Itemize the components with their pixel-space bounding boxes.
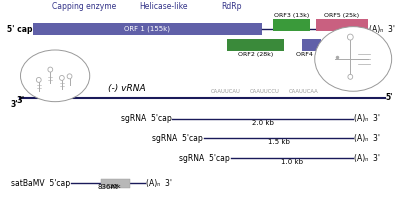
- Text: ORF2 (28k): ORF2 (28k): [238, 52, 273, 57]
- Text: CAAUUCCU: CAAUUCCU: [250, 89, 280, 94]
- Text: 5': 5': [386, 93, 393, 102]
- Ellipse shape: [315, 27, 392, 91]
- Ellipse shape: [20, 50, 90, 102]
- Circle shape: [67, 74, 72, 79]
- Text: 1.0 kb: 1.0 kb: [281, 159, 303, 165]
- Text: ORF 1 (155k): ORF 1 (155k): [124, 26, 170, 32]
- Text: 3': 3': [17, 96, 25, 105]
- Text: (A)ₙ  3': (A)ₙ 3': [354, 114, 380, 123]
- Text: (A)ₙ  3': (A)ₙ 3': [368, 25, 394, 34]
- Text: ORF4 (6k): ORF4 (6k): [296, 52, 328, 57]
- Text: sgRNA  5'cap: sgRNA 5'cap: [121, 114, 172, 123]
- Text: CAAUUCAA: CAAUUCAA: [288, 89, 318, 94]
- Bar: [101, 179, 130, 188]
- Text: (A)ₙ  3': (A)ₙ 3': [354, 154, 380, 163]
- Text: (A)ₙ  3': (A)ₙ 3': [354, 134, 380, 143]
- Text: (-) vRNA: (-) vRNA: [108, 84, 146, 93]
- Bar: [316, 19, 368, 31]
- Circle shape: [36, 77, 41, 82]
- Text: RdRp: RdRp: [221, 2, 241, 11]
- Circle shape: [60, 76, 64, 80]
- Bar: [302, 39, 322, 51]
- Bar: [227, 39, 284, 51]
- Circle shape: [48, 67, 53, 72]
- Text: sgRNA  5'cap: sgRNA 5'cap: [179, 154, 230, 163]
- Text: Capping enzyme: Capping enzyme: [52, 2, 116, 11]
- Text: sgRNA  5'cap: sgRNA 5'cap: [152, 134, 203, 143]
- Text: 836nt: 836nt: [98, 184, 118, 190]
- Text: 2.0 kb: 2.0 kb: [252, 120, 274, 126]
- Text: 1.5 kb: 1.5 kb: [268, 139, 290, 145]
- Circle shape: [348, 34, 353, 40]
- Text: CAAUUCAU: CAAUUCAU: [210, 89, 240, 94]
- Text: 5' cap: 5' cap: [6, 25, 32, 34]
- Text: 20k: 20k: [110, 184, 122, 189]
- Bar: [273, 19, 310, 31]
- Text: satBaMV  5'cap: satBaMV 5'cap: [11, 179, 70, 188]
- Text: (A)ₙ  3': (A)ₙ 3': [146, 179, 172, 188]
- Text: ORF3 (13k): ORF3 (13k): [274, 13, 309, 18]
- Text: Helicase-like: Helicase-like: [140, 2, 188, 11]
- Text: ORF5 (25k): ORF5 (25k): [324, 13, 359, 18]
- Circle shape: [348, 74, 353, 79]
- Text: 3': 3': [11, 100, 18, 109]
- Bar: [33, 23, 262, 35]
